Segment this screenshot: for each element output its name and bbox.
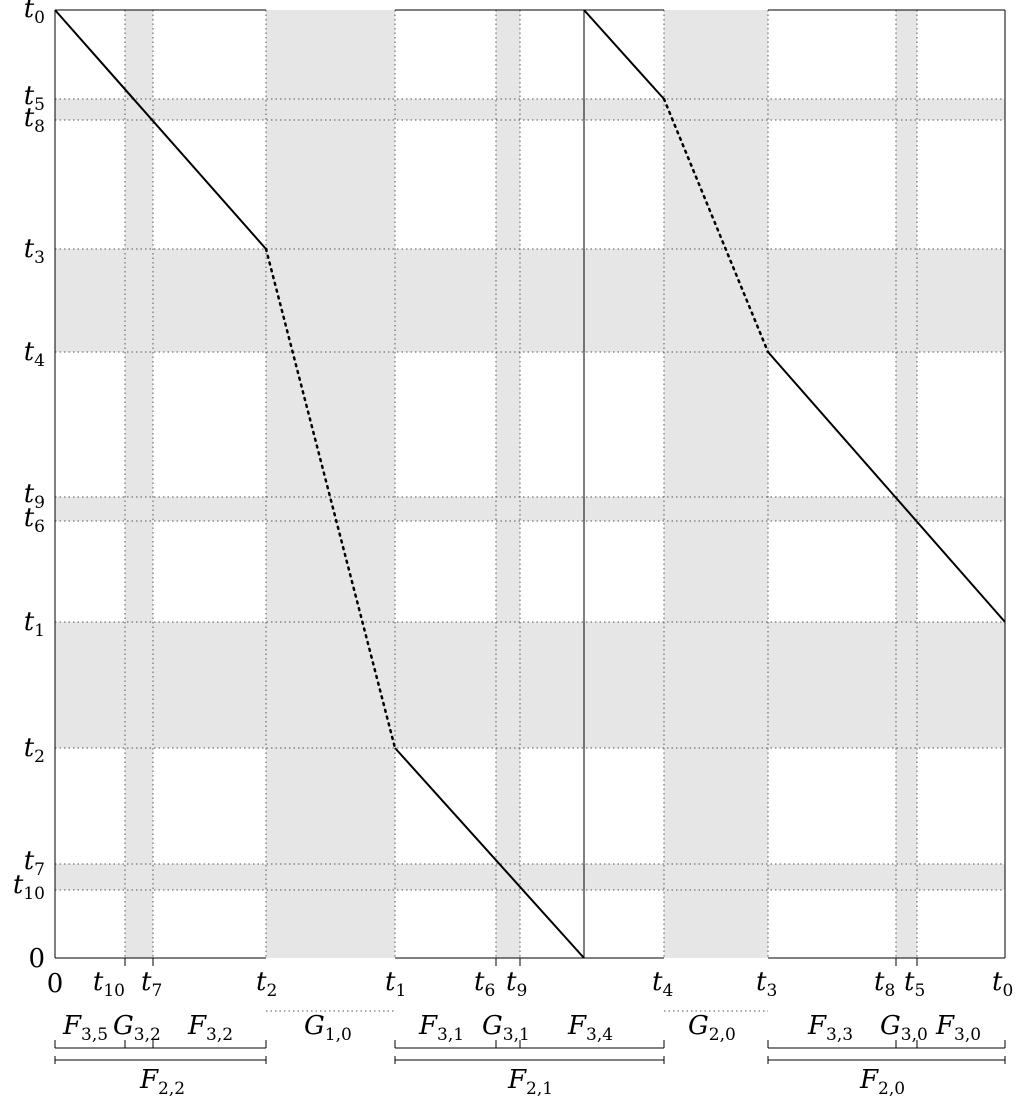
- bracket-row-2: [54, 1056, 1006, 1064]
- y-label-t7: t7: [24, 846, 45, 880]
- segment-label-F34: F3,4: [567, 1011, 613, 1045]
- shaded-bands: [55, 10, 1005, 958]
- segment-label-F35: F3,5: [62, 1011, 108, 1045]
- x-label-t8: t8: [874, 967, 895, 1001]
- band-x-t8-t5: [896, 10, 917, 958]
- bracket-row-1: [54, 1040, 1006, 1049]
- segment-label-F33: F3,3: [807, 1011, 853, 1045]
- x-label-t7: t7: [141, 967, 162, 1001]
- x-axis-labels: 0 t10 t7 t2 t1 t6 t9 t4 t3 t8 t5 t0: [47, 967, 1014, 1001]
- path-segment-4: [767, 351, 1006, 623]
- y-label-t10: t10: [13, 870, 45, 904]
- path-jump-1: [264, 247, 397, 750]
- x-label-t4: t4: [652, 967, 673, 1001]
- band-y-t1-t2: [55, 622, 1005, 748]
- y-label-t3: t3: [24, 234, 45, 268]
- y-label-t1: t1: [24, 607, 45, 641]
- x-label-t6: t6: [474, 967, 495, 1001]
- segment-label-F20: F2,0: [859, 1065, 905, 1099]
- x-ticks: [124, 958, 918, 966]
- x-label-t5: t5: [904, 967, 925, 1001]
- path-segment-3: [583, 9, 665, 100]
- band-x-t10-t7: [125, 10, 153, 958]
- y-label-t5: t5: [24, 81, 45, 115]
- segment-label-G10: G1,0: [304, 1011, 352, 1045]
- segment-label-F31: F3,1: [418, 1011, 464, 1045]
- band-y-t9-t6: [55, 497, 1005, 521]
- y-label-t9: t9: [24, 479, 45, 513]
- x-label-t2: t2: [256, 967, 277, 1001]
- segment-label-F21: F2,1: [507, 1065, 553, 1099]
- path-segment-2: [394, 747, 585, 959]
- band-x-t2-t1: [266, 10, 395, 958]
- y-label-t0: t0: [24, 0, 45, 28]
- segment-label-F22: F2,2: [139, 1065, 185, 1099]
- y-label-t8: t8: [24, 103, 45, 137]
- segment-labels-row-2: F2,2 F2,1 F2,0: [139, 1065, 905, 1099]
- dotted-grid: [55, 10, 1005, 1012]
- x-label-t0: t0: [992, 967, 1013, 1001]
- x-label-t10: t10: [93, 967, 125, 1001]
- segment-label-F32: F3,2: [187, 1011, 233, 1045]
- path: [54, 9, 1006, 959]
- band-y-t7-t10: [55, 864, 1005, 890]
- y-label-t6: t6: [24, 503, 45, 537]
- segment-label-G20: G2,0: [688, 1011, 736, 1045]
- band-y-t5-t8: [55, 99, 1005, 120]
- y-axis-labels: t0 t5 t8 t3 t4 t9 t6 t1 t2 t7 t10 0: [13, 0, 45, 974]
- x-label-t1: t1: [385, 967, 406, 1001]
- segment-labels-row-1: F3,5 G3,2 F3,2 G1,0 F3,1 G3,1 F3,4 G2,0 …: [62, 1011, 981, 1045]
- path-segment-1: [54, 9, 267, 250]
- y-label-zero: 0: [28, 944, 45, 974]
- band-x-t4-t3: [664, 10, 768, 958]
- band-y-t3-t4: [55, 249, 1005, 352]
- segment-label-G30: G3,0: [880, 1011, 928, 1045]
- y-label-t4: t4: [24, 337, 45, 371]
- y-label-t2: t2: [24, 733, 45, 767]
- x-label-zero: 0: [47, 969, 64, 999]
- segment-label-G31: G3,1: [482, 1011, 530, 1045]
- segment-label-F30: F3,0: [935, 1011, 981, 1045]
- band-x-t6-t9: [496, 10, 520, 958]
- x-label-t9: t9: [506, 967, 527, 1001]
- segment-label-G32: G3,2: [113, 1011, 161, 1045]
- frame: [54, 9, 1006, 959]
- x-label-t3: t3: [756, 967, 777, 1001]
